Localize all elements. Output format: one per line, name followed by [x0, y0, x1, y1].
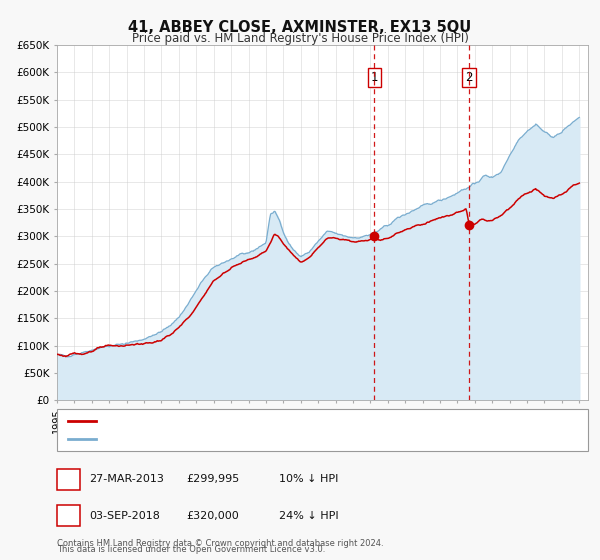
Text: 03-SEP-2018: 03-SEP-2018 [89, 511, 160, 521]
Text: HPI: Average price, detached house, East Devon: HPI: Average price, detached house, East… [100, 434, 352, 444]
Text: 2: 2 [466, 71, 473, 84]
Text: 10% ↓ HPI: 10% ↓ HPI [279, 474, 338, 484]
Text: 1: 1 [64, 473, 73, 486]
Text: Price paid vs. HM Land Registry's House Price Index (HPI): Price paid vs. HM Land Registry's House … [131, 32, 469, 45]
Text: 27-MAR-2013: 27-MAR-2013 [89, 474, 164, 484]
Text: Contains HM Land Registry data © Crown copyright and database right 2024.: Contains HM Land Registry data © Crown c… [57, 539, 383, 548]
Text: £299,995: £299,995 [186, 474, 239, 484]
Text: 41, ABBEY CLOSE, AXMINSTER, EX13 5QU (detached house): 41, ABBEY CLOSE, AXMINSTER, EX13 5QU (de… [100, 416, 413, 426]
Text: £320,000: £320,000 [186, 511, 239, 521]
Text: 1: 1 [371, 71, 378, 84]
Text: 24% ↓ HPI: 24% ↓ HPI [279, 511, 338, 521]
Text: 2: 2 [64, 509, 73, 522]
Text: 41, ABBEY CLOSE, AXMINSTER, EX13 5QU: 41, ABBEY CLOSE, AXMINSTER, EX13 5QU [128, 20, 472, 35]
Text: This data is licensed under the Open Government Licence v3.0.: This data is licensed under the Open Gov… [57, 545, 325, 554]
